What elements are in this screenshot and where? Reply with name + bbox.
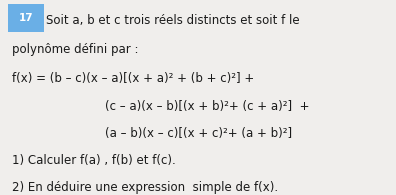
Text: 1) Calculer f(a) , f(b) et f(c).: 1) Calculer f(a) , f(b) et f(c). — [12, 154, 176, 167]
Text: polynôme défini par :: polynôme défini par : — [12, 43, 138, 56]
FancyBboxPatch shape — [8, 4, 44, 32]
Text: (c – a)(x – b)[(x + b)²+ (c + a)²]  +: (c – a)(x – b)[(x + b)²+ (c + a)²] + — [75, 100, 310, 113]
Text: f(x) = (b – c)(x – a)[(x + a)² + (b + c)²] +: f(x) = (b – c)(x – a)[(x + a)² + (b + c)… — [12, 73, 254, 85]
Text: (a – b)(x – c)[(x + c)²+ (a + b)²]: (a – b)(x – c)[(x + c)²+ (a + b)²] — [75, 127, 292, 140]
Text: Soit a, b et c trois réels distincts et soit f le: Soit a, b et c trois réels distincts et … — [46, 14, 299, 27]
Text: 17: 17 — [19, 13, 33, 23]
Text: 2) En déduire une expression  simple de f(x).: 2) En déduire une expression simple de f… — [12, 181, 278, 194]
